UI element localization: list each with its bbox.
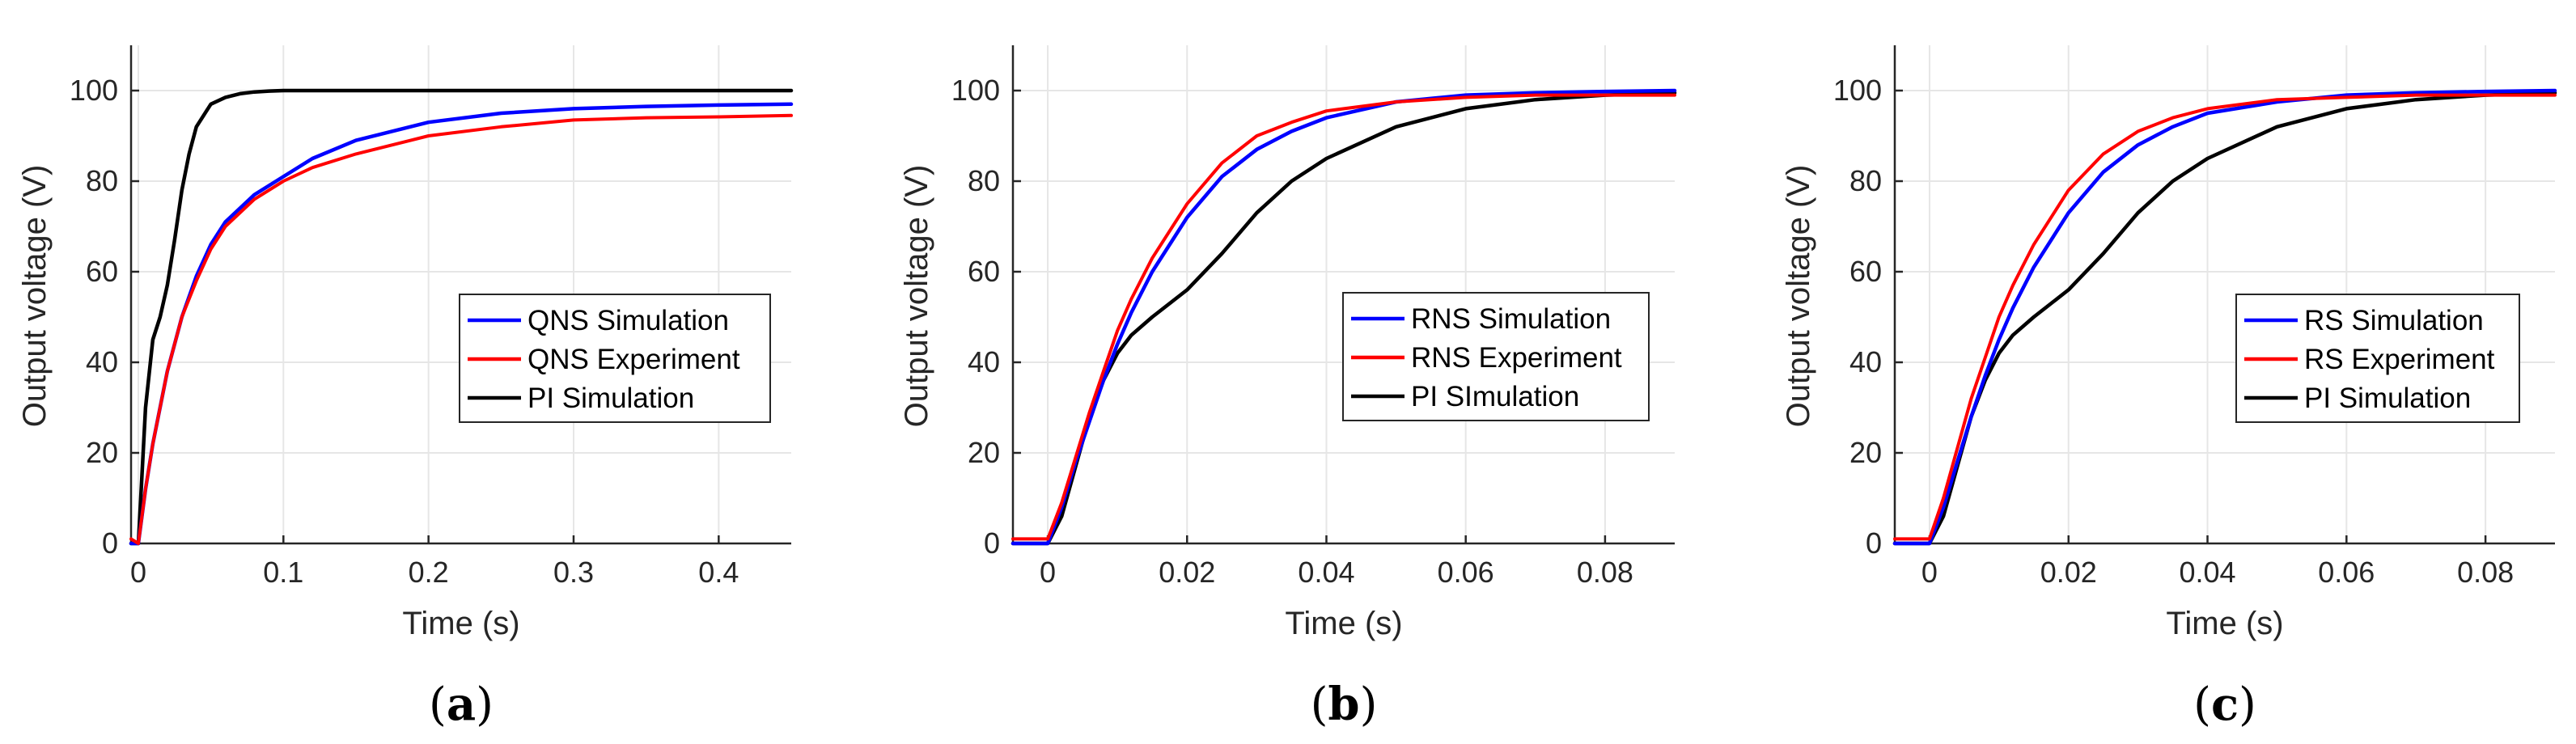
chart-panel-c: 0 0.02 0.04 0.06 0.08 0 20 40 60 80 100 Time (s) Out… [1781,45,2557,731]
y-tick-label: 80 [968,164,1000,197]
y-axis-title: Output voltage (V) [899,165,934,428]
legend-entry: RS Simulation [2304,305,2484,336]
panel-label: (a) [429,678,494,731]
y-tick-label: 60 [968,255,1000,288]
legend-entry: RS Experiment [2304,344,2495,375]
y-tick-label: 0 [984,526,1000,560]
y-axis-title: Output voltage (V) [1781,165,1816,428]
legend-entry: RNS Experiment [1411,342,1622,374]
y-tick-label: 20 [1849,436,1882,469]
series-line-pi [129,88,794,546]
panel-label: (b) [1311,678,1378,731]
x-axis-title: Time (s) [402,606,519,641]
x-tick-label: 0.3 [553,556,594,589]
x-tick-label: 0.06 [1438,556,1494,589]
y-tick-label: 40 [1849,345,1882,378]
y-tick-label: 20 [968,436,1000,469]
y-tick-label: 60 [1849,255,1882,288]
panel-label: (c) [2193,678,2256,731]
y-tick-label: 100 [951,74,1000,107]
x-tick-label: 0.02 [2040,556,2097,589]
series-line-experiment [1893,93,2557,541]
legend-entry: PI Simulation [527,383,694,414]
y-tick-label: 20 [86,436,118,469]
x-tick-label: 0.02 [1159,556,1215,589]
legend-box [2235,294,2520,423]
series-line-simulation [1892,88,2557,546]
chart-panel-a: 0 0.1 0.2 0.3 0.4 0 20 40 60 80 100 Time (s) Output … [17,45,794,731]
series-line-experiment [129,113,793,545]
y-tick-label: 40 [86,345,118,378]
y-tick-label: 100 [1833,74,1882,107]
y-tick-label: 100 [70,74,118,107]
y-tick-label: 0 [102,526,118,560]
series-line-experiment [1011,93,1676,541]
y-tick-label: 0 [1866,526,1882,560]
x-tick-label: 0 [130,556,146,589]
y-tick-label: 80 [86,164,118,197]
x-tick-label: 0.2 [409,556,449,589]
x-tick-label: 0.08 [1577,556,1633,589]
legend-entry: RNS Simulation [1411,303,1611,335]
x-tick-label: 0.04 [1298,556,1354,589]
legend-entry: PI SImulation [1411,381,1579,412]
x-tick-label: 0 [1040,556,1056,589]
x-tick-label: 0.1 [263,556,303,589]
x-tick-label: 0.4 [698,556,739,589]
x-tick-label: 0.06 [2318,556,2375,589]
legend-entry: PI Simulation [2304,383,2471,414]
chart-panel-b: 0 0.02 0.04 0.06 0.08 0 20 40 60 80 100 Time (s) Out… [899,45,1677,731]
y-tick-label: 40 [968,345,1000,378]
x-tick-label: 0 [1921,556,1938,589]
y-tick-label: 80 [1849,164,1882,197]
y-tick-label: 60 [86,255,118,288]
x-tick-label: 0.04 [2179,556,2235,589]
y-axis-title: Output voltage (V) [17,165,53,428]
legend-entry: QNS Simulation [527,305,729,336]
x-axis-title: Time (s) [1285,606,1402,641]
x-tick-label: 0.08 [2457,556,2514,589]
legend-entry: QNS Experiment [527,344,740,375]
x-axis-title: Time (s) [2166,606,2283,641]
